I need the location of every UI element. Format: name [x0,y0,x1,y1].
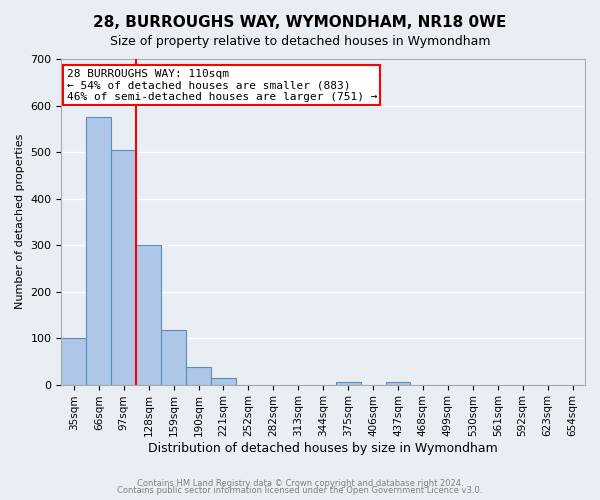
Bar [186,368,211,384]
Bar [61,338,86,384]
X-axis label: Distribution of detached houses by size in Wymondham: Distribution of detached houses by size … [148,442,498,455]
Bar [211,378,236,384]
Text: 28, BURROUGHS WAY, WYMONDHAM, NR18 0WE: 28, BURROUGHS WAY, WYMONDHAM, NR18 0WE [94,15,506,30]
Bar [335,382,361,384]
Y-axis label: Number of detached properties: Number of detached properties [15,134,25,310]
Text: Contains public sector information licensed under the Open Government Licence v3: Contains public sector information licen… [118,486,482,495]
Text: Contains HM Land Registry data © Crown copyright and database right 2024.: Contains HM Land Registry data © Crown c… [137,478,463,488]
Bar [386,382,410,384]
Text: 28 BURROUGHS WAY: 110sqm
← 54% of detached houses are smaller (883)
46% of semi-: 28 BURROUGHS WAY: 110sqm ← 54% of detach… [67,69,377,102]
Bar [111,150,136,384]
Bar [161,330,186,384]
Bar [136,245,161,384]
Text: Size of property relative to detached houses in Wymondham: Size of property relative to detached ho… [110,35,490,48]
Bar [86,117,111,384]
